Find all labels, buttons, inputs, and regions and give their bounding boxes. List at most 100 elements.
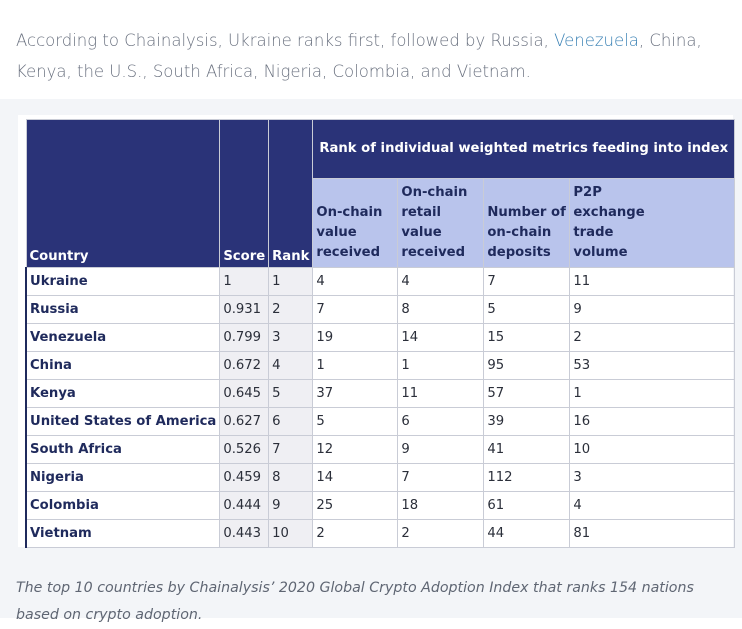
cell-rank: 10 (268, 519, 314, 548)
table-row: Vietnam 0.443 10 2 2 44 81 (25, 519, 736, 548)
cell-rank: 8 (268, 463, 314, 492)
cell-m4: 11 (569, 267, 736, 296)
crypto-adoption-table: Country Score Rank Rank of individual we… (25, 119, 736, 548)
header-m3-line3: deposits (487, 245, 551, 260)
cell-score: 0.443 (219, 519, 270, 548)
cell-m2: 2 (397, 519, 485, 548)
cell-country: Kenya (25, 379, 221, 408)
header-m2-line3: value (401, 225, 442, 240)
cell-m3: 5 (483, 295, 571, 324)
cell-score: 0.672 (219, 351, 270, 380)
cell-score: 0.459 (219, 463, 270, 492)
cell-m4: 2 (569, 323, 736, 352)
header-p2p-volume: P2P exchange trade volume (569, 178, 736, 268)
cell-m2: 1 (397, 351, 485, 380)
cell-m1: 19 (312, 323, 399, 352)
cell-m4: 9 (569, 295, 736, 324)
cell-rank: 1 (268, 267, 314, 296)
header-m3-line1: Number of (487, 205, 566, 220)
cell-m2: 9 (397, 435, 485, 464)
cell-m2: 6 (397, 407, 485, 436)
cell-m2: 4 (397, 267, 485, 296)
table-row: China 0.672 4 1 1 95 53 (25, 351, 736, 380)
cell-country: Ukraine (25, 267, 221, 296)
header-onchain-value: On-chain value received (312, 178, 399, 268)
cell-rank: 6 (268, 407, 314, 436)
table-row: South Africa 0.526 7 12 9 41 10 (25, 435, 736, 464)
header-m4-line4: volume (573, 245, 628, 260)
header-m2-line2: retail (401, 205, 442, 220)
cell-country: Russia (25, 295, 221, 324)
figure-caption: The top 10 countries by Chainalysis’ 202… (16, 580, 694, 624)
cell-m1: 7 (312, 295, 399, 324)
cell-country: South Africa (25, 435, 221, 464)
cell-score: 0.627 (219, 407, 270, 436)
table-row: Nigeria 0.459 8 14 7 112 3 (25, 463, 736, 492)
header-m1-line1: On-chain (316, 205, 383, 220)
cell-rank: 4 (268, 351, 314, 380)
cell-m3: 112 (483, 463, 571, 492)
cell-country: United States of America (25, 407, 221, 436)
cell-m4: 1 (569, 379, 736, 408)
cell-m1: 14 (312, 463, 399, 492)
header-m2-line4: received (401, 245, 466, 260)
cell-rank: 7 (268, 435, 314, 464)
cell-score: 0.444 (219, 491, 270, 520)
cell-m2: 18 (397, 491, 485, 520)
cell-m1: 25 (312, 491, 399, 520)
table-body: Ukraine 1 1 4 4 7 11 Russia 0.931 2 7 8 5 9 Venezuela 0… (25, 267, 736, 548)
cell-score: 0.931 (219, 295, 270, 324)
table-image: Country Score Rank Rank of individual we… (18, 115, 736, 548)
table-row: Venezuela 0.799 3 19 14 15 2 (25, 323, 736, 352)
table-row: United States of America 0.627 6 5 6 39 16 (25, 407, 736, 436)
cell-country: Vietnam (25, 519, 221, 548)
cell-m1: 12 (312, 435, 399, 464)
cell-rank: 9 (268, 491, 314, 520)
venezuela-link[interactable]: Venezuela (554, 30, 639, 50)
header-m4-line3: trade (573, 225, 614, 240)
cell-m4: 3 (569, 463, 736, 492)
header-m3-line2: on-chain (487, 225, 552, 240)
table-row: Ukraine 1 1 4 4 7 11 (25, 267, 736, 296)
cell-score: 0.526 (219, 435, 270, 464)
cell-country: Venezuela (25, 323, 221, 352)
cell-country: China (25, 351, 221, 380)
cell-m3: 41 (483, 435, 571, 464)
cell-m4: 16 (569, 407, 736, 436)
cell-m2: 14 (397, 323, 485, 352)
figure: Country Score Rank Rank of individual we… (0, 99, 742, 623)
cell-score: 0.645 (219, 379, 270, 408)
header-m4-line2: exchange (573, 205, 645, 220)
cell-rank: 5 (268, 379, 314, 408)
cell-m3: 15 (483, 323, 571, 352)
cell-m1: 5 (312, 407, 399, 436)
cell-m2: 8 (397, 295, 485, 324)
cell-m3: 44 (483, 519, 571, 548)
cell-m4: 53 (569, 351, 736, 380)
header-m2-line1: On-chain (401, 185, 468, 200)
cell-score: 0.799 (219, 323, 270, 352)
header-m4-line1: P2P (573, 185, 602, 200)
cell-m1: 2 (312, 519, 399, 548)
cell-m3: 7 (483, 267, 571, 296)
cell-rank: 2 (268, 295, 314, 324)
cell-m4: 10 (569, 435, 736, 464)
intro-paragraph: According to Chainalysis, Ukraine ranks … (16, 25, 728, 87)
cell-m2: 7 (397, 463, 485, 492)
cell-m2: 11 (397, 379, 485, 408)
cell-m3: 61 (483, 491, 571, 520)
cell-score: 1 (219, 267, 270, 296)
table-row: Kenya 0.645 5 37 11 57 1 (25, 379, 736, 408)
header-m1-line3: received (316, 245, 381, 260)
cell-country: Nigeria (25, 463, 221, 492)
cell-m3: 39 (483, 407, 571, 436)
cell-m1: 1 (312, 351, 399, 380)
cell-m1: 37 (312, 379, 399, 408)
cell-m3: 95 (483, 351, 571, 380)
header-deposits: Number of on-chain deposits (483, 178, 571, 268)
header-onchain-retail: On-chain retail value received (397, 178, 485, 268)
intro-text-after: , China, Kenya, the U.S., South Africa, … (16, 30, 702, 81)
header-country: Country (25, 119, 221, 268)
header-score: Score (219, 119, 270, 268)
header-m1-line2: value (316, 225, 357, 240)
